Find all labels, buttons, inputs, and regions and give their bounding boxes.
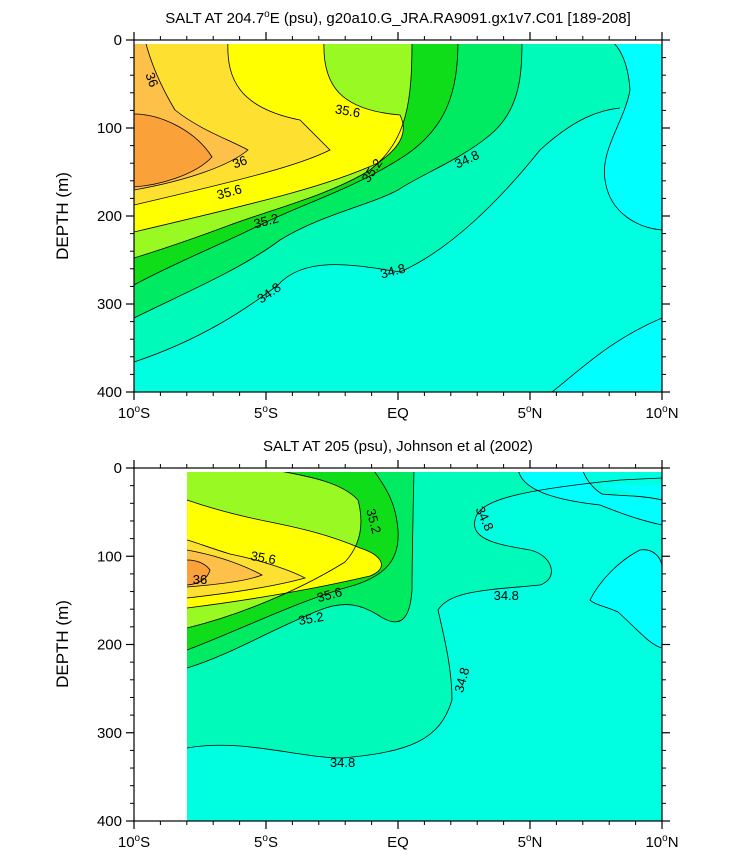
- top-y-tick-label: 300: [97, 296, 122, 313]
- top-band-lt-34.6-east: [604, 40, 662, 230]
- bottom-x-tick-label: 5oS: [254, 833, 278, 851]
- bottom-contour-label-text: 34.8: [494, 588, 519, 603]
- bottom-contour-fills: [186, 468, 662, 821]
- bottom-y-tick-label: 0: [114, 460, 122, 477]
- top-band-lt-34.6-deep: [552, 318, 662, 392]
- bottom-contour-label-text: 35.2: [297, 609, 325, 628]
- bottom-x-tick-label: 10oS: [118, 833, 150, 851]
- top-panel-title: SALT AT 204.7oE (psu), g20a10.G_JRA.RA90…: [165, 9, 631, 27]
- bottom-contour-label: 35.6: [315, 584, 343, 605]
- top-contour-label-text: 35.6: [215, 181, 243, 202]
- bottom-contour-label-text: 35.6: [315, 584, 343, 605]
- top-contour-label: 35.2: [252, 210, 280, 231]
- top-ticks: 10oS 5oS EQ 5oN 10oN 0 100 200 300 400: [97, 32, 679, 422]
- top-contour-label: 36: [142, 70, 161, 89]
- top-contour-label-text: 35.6: [334, 101, 362, 120]
- top-y-tick-label: 200: [97, 208, 122, 225]
- bottom-panel: SALT AT 205 (psu), Johnson et al (2002): [53, 438, 679, 851]
- bottom-contour-label-text: 34.8: [330, 755, 355, 770]
- top-contour-label: 34.8: [379, 261, 407, 282]
- bottom-x-tick-label: 5oN: [518, 833, 543, 851]
- top-panel: SALT AT 204.7oE (psu), g20a10.G_JRA.RA90…: [53, 9, 679, 422]
- bottom-band-34.6-34.8: [187, 478, 662, 821]
- bottom-x-tick-label: EQ: [387, 834, 409, 851]
- top-contour-label-text: 35.2: [252, 210, 280, 231]
- top-contour-label: 35.6: [215, 181, 243, 202]
- bottom-contour-label: 35.6: [250, 548, 278, 567]
- bottom-y-tick-label: 300: [97, 725, 122, 742]
- top-contour-label: 35.6: [334, 101, 362, 120]
- bottom-x-tick-label: 10oN: [645, 833, 678, 851]
- top-contour-label-text: 36: [230, 152, 249, 171]
- bottom-y-tick-label: 400: [97, 813, 122, 830]
- bottom-y-tick-label: 200: [97, 637, 122, 654]
- top-contour-label-text: 36: [142, 70, 161, 89]
- top-x-tick-label: EQ: [387, 405, 409, 422]
- top-y-tick-label: 400: [97, 384, 122, 401]
- bottom-contour-label: 34.8: [451, 666, 472, 694]
- top-y-axis-label: DEPTH (m): [53, 172, 72, 260]
- top-y-tick-label: 0: [114, 32, 122, 49]
- bottom-contour-label: 34.8: [494, 588, 519, 603]
- bottom-contour-label-text: 35.2: [363, 507, 384, 535]
- bottom-band-corner-deep: [600, 484, 662, 498]
- top-x-tick-label: 5oS: [254, 404, 278, 422]
- bottom-band-lt-34.6-pocket: [590, 549, 662, 648]
- bottom-contour-label-text: 36: [193, 572, 207, 587]
- top-contour-label-text: 34.8: [379, 261, 407, 282]
- top-y-tick-label: 100: [97, 120, 122, 137]
- top-contour-label: 36: [230, 152, 249, 171]
- bottom-contour-label-text: 34.8: [451, 666, 472, 694]
- top-contour-fills: [134, 40, 662, 392]
- bottom-panel-title: SALT AT 205 (psu), Johnson et al (2002): [263, 438, 533, 455]
- bottom-contour-label: 36: [193, 572, 207, 587]
- top-white-strip: [134, 40, 662, 44]
- bottom-contour-label-text: 35.6: [250, 548, 278, 567]
- bottom-y-tick-label: 100: [97, 548, 122, 565]
- bottom-contour-label: 35.2: [297, 609, 325, 628]
- bottom-y-axis-label: DEPTH (m): [53, 600, 72, 688]
- top-x-tick-label: 10oS: [118, 404, 150, 422]
- top-x-tick-label: 5oN: [518, 404, 543, 422]
- top-band-gt-36.2: [134, 114, 212, 187]
- bottom-ticks: 10oS 5oS EQ 5oN 10oN 0 100 200 300 400: [97, 460, 679, 851]
- top-x-tick-label: 10oN: [645, 404, 678, 422]
- bottom-white-strip: [187, 468, 662, 472]
- top-band-34.6-34.8: [134, 108, 662, 392]
- bottom-contour-label: 35.2: [363, 507, 384, 535]
- bottom-contour-label: 34.8: [330, 755, 355, 770]
